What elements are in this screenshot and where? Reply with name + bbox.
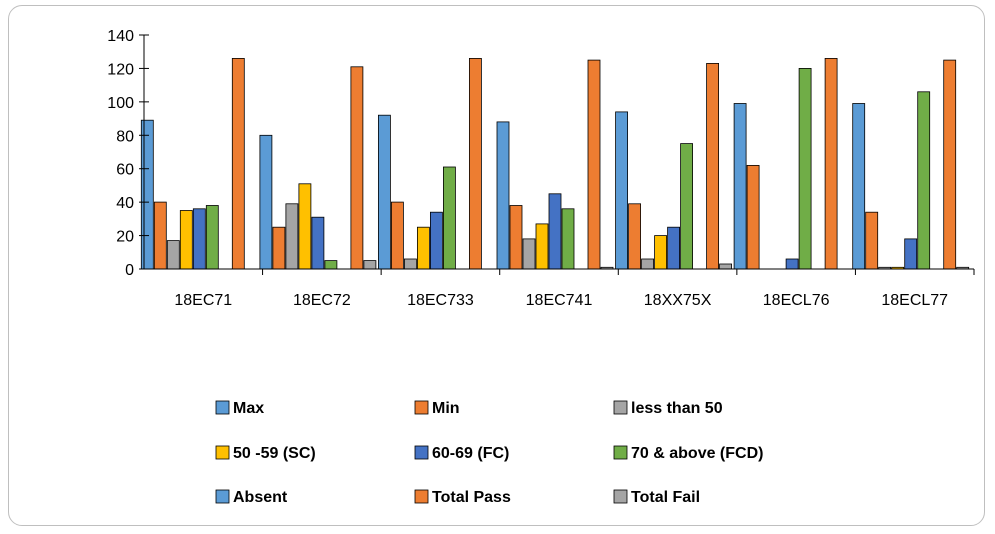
bar-18ecl76-60-69-fc	[785, 258, 799, 270]
bar-18ecl76-min	[746, 164, 760, 270]
legend-swatch-60-69-fc	[414, 445, 429, 460]
bar-18ec72-50-59-sc	[298, 183, 312, 270]
bar-18ecl76-max	[733, 103, 747, 270]
bar-18ec72-max	[259, 134, 273, 270]
bar-18xx75x-60-69-fc	[667, 226, 680, 270]
bar-18ec733-60-69-fc	[429, 211, 443, 270]
legend-label-70-above-fcd: 70 & above (FCD)	[631, 445, 763, 462]
bar-18ec741-max	[496, 121, 510, 270]
bar-18ec72-total-pass	[350, 66, 364, 270]
axes: 0 20 40 60 80 100 120 140 18EC71 18EC72 18EC733 18E…	[107, 28, 975, 309]
y-tick-label: 20	[116, 229, 134, 246]
legend-swatch-total-fail	[613, 489, 628, 504]
x-tick-label: 18EC72	[293, 292, 351, 309]
bar-18xx75x-less-than-50	[641, 258, 654, 270]
bar-18ec72-60-69-fc	[311, 216, 325, 270]
bar-18xx75x-50-59-sc	[654, 235, 667, 270]
legend-swatch-50-59-sc	[215, 445, 230, 460]
bar-18ecl77-min	[865, 211, 879, 270]
bar-18xx75x-max	[615, 111, 628, 270]
bar-18ec71-60-69-fc	[192, 208, 206, 270]
legend-label-less-than-50: less than 50	[631, 400, 723, 417]
legend-label-absent: Absent	[233, 489, 288, 506]
bar-18ec72-70-above-fcd	[324, 260, 338, 270]
bar-18ecl76-70-above-fcd	[798, 68, 812, 270]
bar-18ec733-min	[390, 201, 404, 270]
bar-18ec733-70-above-fcd	[442, 166, 456, 270]
bar-18xx75x-min	[628, 203, 641, 270]
bar-18xx75x-total-fail	[719, 263, 732, 270]
legend-label-total-pass: Total Pass	[432, 489, 511, 506]
plot-area	[140, 58, 970, 270]
y-tick-label: 0	[125, 262, 134, 279]
bar-18ec71-70-above-fcd	[205, 205, 219, 270]
y-tick-label: 60	[116, 162, 134, 179]
legend-swatch-total-pass	[414, 489, 429, 504]
legend-label-total-fail: Total Fail	[631, 489, 700, 506]
bar-18ec733-less-than-50	[403, 258, 417, 270]
legend-swatch-less-than-50	[613, 400, 628, 415]
bar-18ec741-min	[509, 205, 523, 270]
legend-swatch-70-above-fcd	[613, 445, 628, 460]
bar-18ec71-min	[153, 201, 167, 270]
bar-18ecl76-total-pass	[824, 58, 838, 270]
bar-18ecl77-70-above-fcd	[917, 91, 931, 270]
legend-swatch-absent	[215, 489, 230, 504]
legend-label-60-69-fc: 60-69 (FC)	[432, 445, 509, 462]
bar-18ec733-max	[377, 114, 391, 270]
legend-label-50-59-sc: 50 -59 (SC)	[233, 445, 316, 462]
x-tick-label: 18ECL76	[763, 292, 830, 309]
bar-18ec72-less-than-50	[285, 203, 299, 270]
y-tick-label: 100	[107, 95, 134, 112]
bar-18xx75x-total-pass	[706, 63, 719, 270]
y-tick-label: 140	[107, 28, 134, 45]
bar-18ec71-max	[140, 119, 154, 270]
bar-18ec741-60-69-fc	[548, 193, 562, 270]
y-tick-label: 40	[116, 195, 134, 212]
bar-18xx75x-70-above-fcd	[680, 143, 693, 270]
x-tick-label: 18EC741	[526, 292, 593, 309]
bar-18ecl77-60-69-fc	[904, 238, 918, 270]
bar-18ec71-total-pass	[231, 58, 245, 270]
bar-18ec733-50-59-sc	[416, 226, 430, 270]
bar-18ec733-total-pass	[468, 58, 482, 270]
y-tick-label: 80	[116, 128, 134, 145]
legend-swatch-max	[215, 400, 230, 415]
bar-18ec741-50-59-sc	[535, 223, 549, 270]
bar-18ec71-less-than-50	[166, 240, 180, 270]
bar-18ec72-total-fail	[363, 260, 377, 270]
legend-label-min: Min	[432, 400, 460, 417]
bar-18ecl77-total-pass	[943, 59, 957, 270]
x-tick-label: 18XX75X	[644, 292, 712, 309]
legend-label-max: Max	[233, 400, 264, 417]
bar-18ecl77-max	[852, 103, 866, 270]
x-tick-label: 18EC71	[174, 292, 232, 309]
bar-18ec72-min	[272, 226, 286, 270]
bar-18ec741-total-pass	[587, 59, 601, 270]
x-tick-label: 18ECL77	[881, 292, 948, 309]
legend: Max Min less than 50 50 -59 (SC) 60-69 (FC) 7…	[215, 400, 763, 506]
x-tick-label: 18EC733	[407, 292, 474, 309]
bar-18ec71-50-59-sc	[179, 210, 193, 270]
bar-18ec741-70-above-fcd	[561, 208, 575, 270]
y-tick-label: 120	[107, 61, 134, 78]
bar-18ec741-less-than-50	[522, 238, 536, 270]
legend-swatch-min	[414, 400, 429, 415]
